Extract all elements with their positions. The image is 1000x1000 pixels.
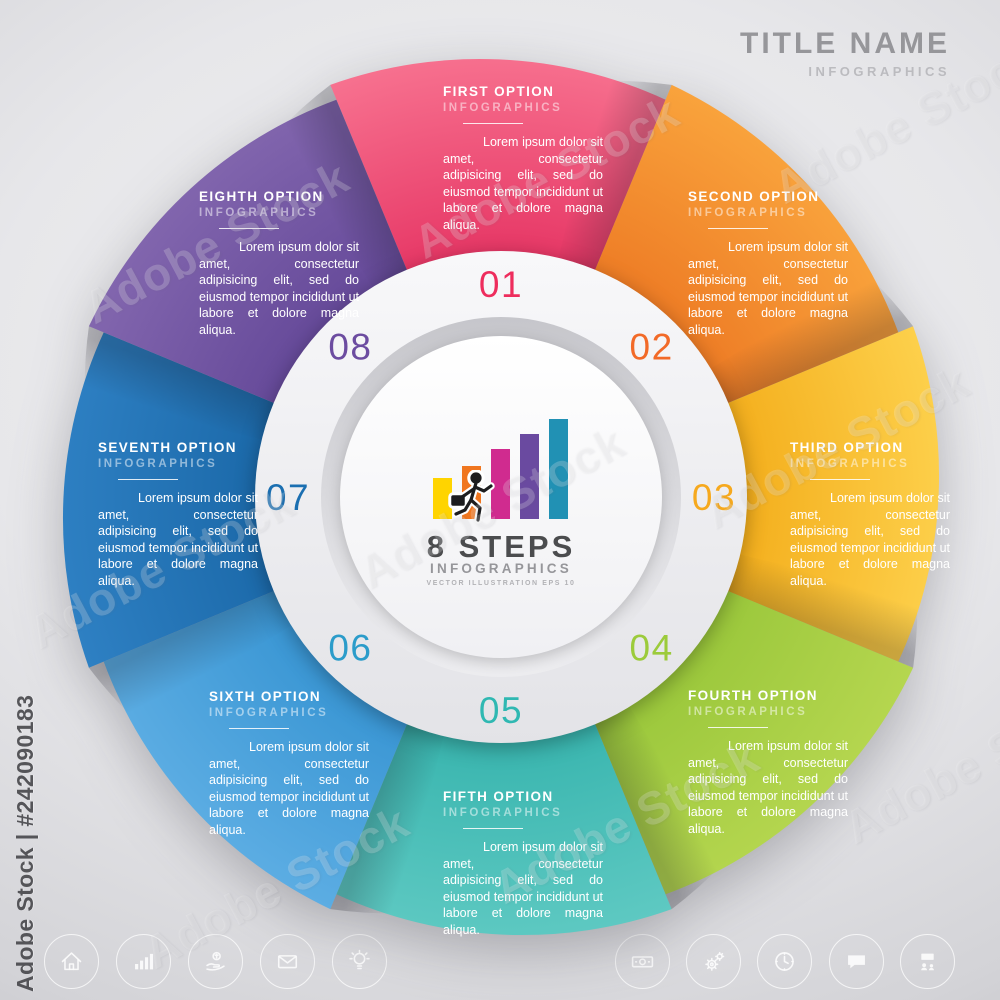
divider-line: [708, 727, 768, 728]
option-block-second: SECOND OPTION INFOGRAPHICS Lorem ipsum d…: [688, 189, 848, 338]
watermark-id: Adobe Stock | #242090183: [12, 694, 38, 992]
gears-icon: [685, 934, 741, 989]
page-subtitle: INFOGRAPHICS: [808, 64, 950, 79]
bar-chart-icon: [115, 934, 171, 989]
logo-bar-teal: [549, 419, 568, 519]
divider-line: [229, 728, 289, 729]
option-subtitle: INFOGRAPHICS: [688, 706, 808, 718]
divider-line: [463, 828, 523, 829]
option-subtitle: INFOGRAPHICS: [443, 102, 563, 114]
option-title: FIRST OPTION: [443, 84, 555, 99]
center-subtitle: INFOGRAPHICS: [430, 561, 572, 576]
option-title: FIFTH OPTION: [443, 789, 554, 804]
step-number-02: 02: [630, 326, 674, 367]
step-number-04: 04: [630, 628, 674, 669]
option-block-fourth: FOURTH OPTION INFOGRAPHICS Lorem ipsum d…: [688, 688, 848, 837]
divider-line: [463, 123, 523, 124]
center-caption: VECTOR ILLUSTRATION EPS 10: [426, 580, 576, 587]
option-block-seventh: SEVENTH OPTION INFOGRAPHICS Lorem ipsum …: [98, 440, 258, 589]
step-number-07: 07: [266, 477, 310, 518]
logo-bar-yellow: [433, 478, 452, 519]
option-subtitle: INFOGRAPHICS: [199, 207, 319, 219]
option-body: Lorem ipsum dolor sit amet, consectetur …: [199, 240, 359, 337]
clock-icon: [756, 934, 812, 989]
option-subtitle: INFOGRAPHICS: [790, 458, 910, 470]
mail-icon: [259, 934, 315, 989]
option-subtitle: INFOGRAPHICS: [443, 807, 563, 819]
step-number-03: 03: [692, 477, 736, 518]
option-body: Lorem ipsum dolor sit amet, consectetur …: [790, 491, 950, 588]
option-body: Lorem ipsum dolor sit amet, consectetur …: [209, 740, 369, 837]
divider-line: [219, 228, 279, 229]
option-body: Lorem ipsum dolor sit amet, consectetur …: [443, 135, 603, 232]
option-title: SECOND OPTION: [688, 189, 820, 204]
option-title: FOURTH OPTION: [688, 688, 818, 703]
option-block-eighth: EIGHTH OPTION INFOGRAPHICS Lorem ipsum d…: [199, 189, 359, 338]
step-number-01: 01: [479, 264, 523, 305]
lightbulb-icon: [331, 934, 387, 989]
option-subtitle: INFOGRAPHICS: [98, 458, 218, 470]
step-number-06: 06: [328, 628, 372, 669]
option-body: Lorem ipsum dolor sit amet, consectetur …: [688, 240, 848, 337]
option-subtitle: INFOGRAPHICS: [209, 707, 329, 719]
banknote-icon: [614, 934, 670, 989]
step-number-08: 08: [328, 326, 372, 367]
logo-bar-purple: [520, 434, 539, 519]
option-subtitle: INFOGRAPHICS: [688, 207, 808, 219]
option-body: Lorem ipsum dolor sit amet, consectetur …: [443, 840, 603, 937]
title-block: TITLE NAME INFOGRAPHICS: [740, 27, 950, 79]
option-title: THIRD OPTION: [790, 440, 904, 455]
center-title: 8 STEPS: [426, 529, 576, 564]
option-body: Lorem ipsum dolor sit amet, consectetur …: [688, 739, 848, 836]
option-block-first: FIRST OPTION INFOGRAPHICS Lorem ipsum do…: [443, 84, 603, 233]
option-body: Lorem ipsum dolor sit amet, consectetur …: [98, 491, 258, 588]
divider-line: [118, 479, 178, 480]
option-title: SIXTH OPTION: [209, 689, 322, 704]
logo-bar-magenta: [491, 449, 510, 519]
chat-icon: [828, 934, 884, 989]
option-title: SEVENTH OPTION: [98, 440, 237, 455]
divider-line: [708, 228, 768, 229]
divider-line: [810, 479, 870, 480]
option-block-third: THIRD OPTION INFOGRAPHICS Lorem ipsum do…: [790, 440, 950, 589]
presentation-icon: [899, 934, 955, 989]
page-title: TITLE NAME: [740, 27, 950, 60]
hand-coin-icon: [187, 934, 243, 989]
option-title: EIGHTH OPTION: [199, 189, 324, 204]
option-block-sixth: SIXTH OPTION INFOGRAPHICS Lorem ipsum do…: [209, 689, 369, 838]
step-number-05: 05: [479, 690, 523, 731]
option-block-fifth: FIFTH OPTION INFOGRAPHICS Lorem ipsum do…: [443, 789, 603, 938]
climbing-person-icon: [448, 470, 495, 524]
home-icon: [43, 934, 99, 989]
